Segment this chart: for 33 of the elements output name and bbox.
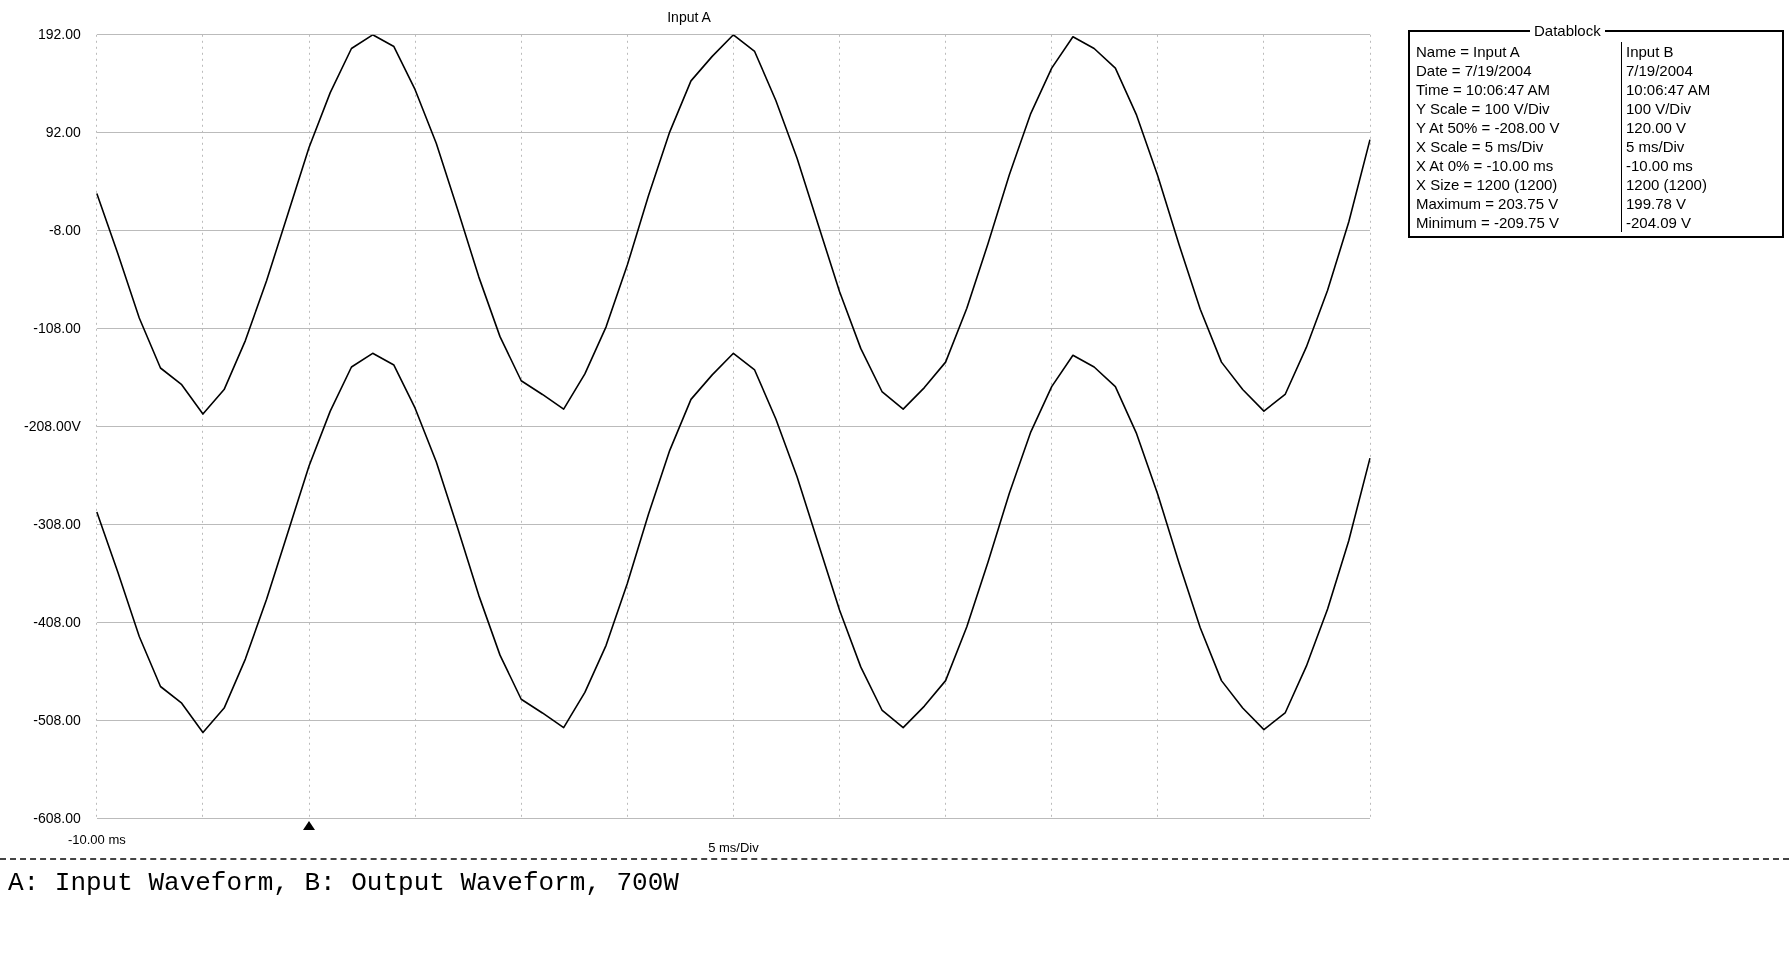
y-tick-label: -8.00 (48, 221, 82, 238)
y-tick-label: 92.00 (45, 123, 82, 140)
y-tick-label: -408.00 (33, 613, 82, 630)
text: 120.00 V (1621, 118, 1776, 137)
text: 100 V/Div (1621, 99, 1776, 118)
text: Input B (1621, 42, 1776, 61)
y-tick-label: -608.00 (33, 809, 82, 826)
y-tick-label: -508.00 (33, 711, 82, 728)
text: 7/19/2004 (1621, 61, 1776, 80)
text: Y Scale = 100 V/Div (1416, 99, 1551, 118)
y-tick-label: -108.00 (33, 319, 82, 336)
text: 10:06:47 AM (1621, 80, 1776, 99)
y-tick-label: -308.00 (33, 515, 82, 532)
text: 1200 (1200) (1621, 175, 1776, 194)
text: Maximum = 203.75 V (1416, 194, 1560, 213)
text: X At 0% = -10.00 ms (1416, 156, 1555, 175)
text: Time = 10:06:47 AM (1416, 80, 1552, 99)
text: Datablock (1530, 21, 1605, 40)
text: Name = Input A (1416, 42, 1521, 61)
text: X Size = 1200 (1200) (1416, 175, 1559, 194)
text: X Scale = 5 ms/Div (1416, 137, 1545, 156)
chart-title: Input A (667, 9, 712, 26)
text: Date = 7/19/2004 (1416, 61, 1533, 80)
y-tick-label: -208.00V (23, 417, 82, 434)
text: Y At 50% = -208.00 V (1416, 118, 1561, 137)
x-axis-title: 5 ms/Div (708, 839, 760, 855)
text: A: Input Waveform, B: Output Waveform, 700W (8, 868, 679, 898)
text: 5 ms/Div (1621, 137, 1776, 156)
text: 199.78 V (1621, 194, 1776, 213)
y-tick-label: 192.00 (37, 25, 82, 42)
text: Minimum = -209.75 V (1416, 213, 1560, 232)
text: -10.00 ms (1621, 156, 1776, 175)
text: -204.09 V (1621, 213, 1776, 232)
